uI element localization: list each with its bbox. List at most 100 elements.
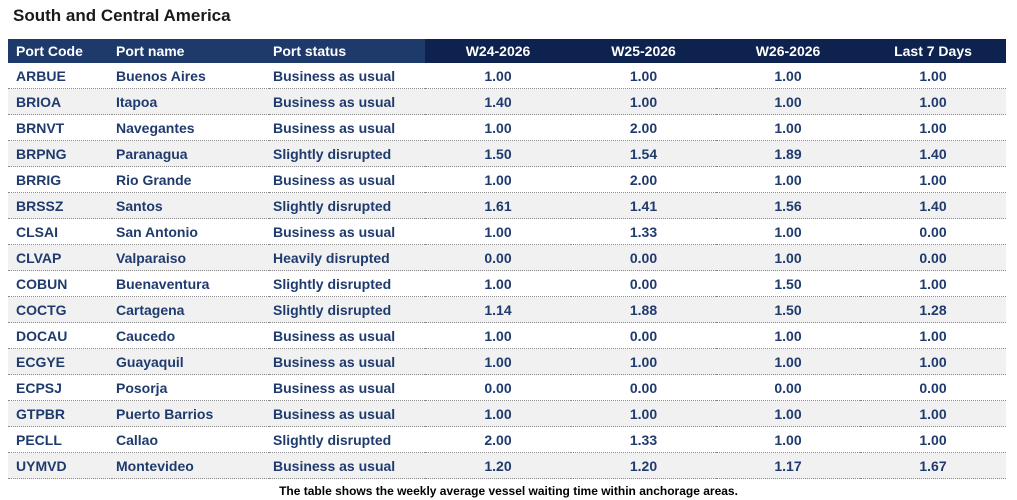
cell-port-code: PECLL: [8, 426, 112, 453]
cell-port-name: San Antonio: [112, 218, 269, 245]
table-row: GTPBR Puerto Barrios Business as usual 1.00…: [8, 400, 1006, 427]
cell-w24: 2.00: [425, 426, 571, 453]
cell-port-status: Slightly disrupted: [269, 426, 425, 453]
cell-port-name: Paranagua: [112, 140, 269, 167]
cell-port-status: Business as usual: [269, 218, 425, 245]
cell-last-7-days: 0.00: [860, 244, 1006, 271]
cell-last-7-days: 1.00: [860, 270, 1006, 297]
cell-w25: 0.00: [571, 244, 716, 271]
cell-port-status: Business as usual: [269, 400, 425, 427]
cell-last-7-days: 1.00: [860, 322, 1006, 349]
cell-w25: 1.33: [571, 426, 716, 453]
cell-last-7-days: 1.00: [860, 114, 1006, 141]
cell-port-status: Business as usual: [269, 166, 425, 193]
cell-w25: 1.20: [571, 452, 716, 479]
cell-last-7-days: 1.00: [860, 88, 1006, 115]
cell-w25: 1.00: [571, 63, 716, 89]
table-row: COBUN Buenaventura Slightly disrupted 1.00 0…: [8, 270, 1006, 297]
table-row: COCTG Cartagena Slightly disrupted 1.14 1.88…: [8, 296, 1006, 323]
cell-w24: 1.00: [425, 166, 571, 193]
cell-w26: 1.89: [716, 140, 860, 167]
cell-port-name: Santos: [112, 192, 269, 219]
cell-port-code: COBUN: [8, 270, 112, 297]
cell-port-name: Rio Grande: [112, 166, 269, 193]
cell-w26: 0.00: [716, 374, 860, 401]
cell-port-code: GTPBR: [8, 400, 112, 427]
table-body: ARBUE Buenos Aires Business as usual 1.00 1.…: [8, 63, 1006, 479]
cell-port-code: BRIOA: [8, 88, 112, 115]
cell-w25: 1.41: [571, 192, 716, 219]
page-title: South and Central America: [13, 6, 231, 25]
table-row: ECGYE Guayaquil Business as usual 1.00 1.00 1…: [8, 348, 1006, 375]
table-row: DOCAU Caucedo Business as usual 1.00 0.00 1.0…: [8, 322, 1006, 349]
cell-port-name: Caucedo: [112, 322, 269, 349]
cell-port-name: Itapoa: [112, 88, 269, 115]
cell-last-7-days: 0.00: [860, 374, 1006, 401]
cell-w25: 2.00: [571, 166, 716, 193]
cell-last-7-days: 1.28: [860, 296, 1006, 323]
cell-port-code: COCTG: [8, 296, 112, 323]
cell-port-code: BRRIG: [8, 166, 112, 193]
table-row: UYMVD Montevideo Business as usual 1.20 1.20…: [8, 452, 1006, 479]
cell-w26: 1.17: [716, 452, 860, 479]
cell-w25: 1.00: [571, 400, 716, 427]
cell-w24: 1.00: [425, 270, 571, 297]
cell-w26: 1.50: [716, 270, 860, 297]
cell-port-code: CLSAI: [8, 218, 112, 245]
cell-w25: 1.00: [571, 348, 716, 375]
cell-port-status: Slightly disrupted: [269, 140, 425, 167]
cell-port-code: BRNVT: [8, 114, 112, 141]
column-header-w25: W25-2026: [571, 39, 716, 63]
cell-last-7-days: 1.67: [860, 452, 1006, 479]
column-header-w24: W24-2026: [425, 39, 571, 63]
cell-w24: 1.00: [425, 63, 571, 89]
cell-w24: 1.00: [425, 114, 571, 141]
cell-last-7-days: 1.00: [860, 63, 1006, 89]
cell-w25: 0.00: [571, 322, 716, 349]
cell-w24: 1.00: [425, 218, 571, 245]
cell-w26: 1.00: [716, 114, 860, 141]
column-header-port-name: Port name: [112, 39, 269, 63]
cell-port-status: Business as usual: [269, 374, 425, 401]
cell-port-name: Callao: [112, 426, 269, 453]
cell-port-status: Business as usual: [269, 348, 425, 375]
cell-port-code: BRSSZ: [8, 192, 112, 219]
cell-port-status: Slightly disrupted: [269, 296, 425, 323]
column-header-port-status: Port status: [269, 39, 425, 63]
cell-port-code: CLVAP: [8, 244, 112, 271]
cell-w26: 1.00: [716, 63, 860, 89]
cell-port-name: Guayaquil: [112, 348, 269, 375]
cell-port-status: Heavily disrupted: [269, 244, 425, 271]
cell-w25: 2.00: [571, 114, 716, 141]
cell-port-status: Business as usual: [269, 452, 425, 479]
cell-w25: 1.33: [571, 218, 716, 245]
column-header-port-code: Port Code: [8, 39, 112, 63]
cell-w25: 1.00: [571, 88, 716, 115]
cell-port-name: Puerto Barrios: [112, 400, 269, 427]
cell-w24: 1.20: [425, 452, 571, 479]
cell-port-code: ARBUE: [8, 63, 112, 89]
table-row: PECLL Callao Slightly disrupted 2.00 1.33 1.0…: [8, 426, 1006, 453]
cell-w24: 1.40: [425, 88, 571, 115]
cell-w24: 1.00: [425, 348, 571, 375]
cell-port-name: Posorja: [112, 374, 269, 401]
port-status-table: Port Code Port name Port status W24-2026…: [8, 39, 1006, 479]
cell-w26: 1.00: [716, 166, 860, 193]
cell-port-code: DOCAU: [8, 322, 112, 349]
cell-last-7-days: 1.00: [860, 400, 1006, 427]
table-row: ECPSJ Posorja Business as usual 0.00 0.00 0.0…: [8, 374, 1006, 401]
cell-w24: 1.00: [425, 322, 571, 349]
cell-port-code: UYMVD: [8, 452, 112, 479]
cell-port-name: Montevideo: [112, 452, 269, 479]
cell-w26: 1.00: [716, 88, 860, 115]
cell-w24: 1.50: [425, 140, 571, 167]
cell-last-7-days: 1.00: [860, 348, 1006, 375]
table-row: BRIOA Itapoa Business as usual 1.40 1.00 1.00…: [8, 88, 1006, 115]
cell-w24: 1.61: [425, 192, 571, 219]
cell-w25: 0.00: [571, 374, 716, 401]
cell-port-status: Business as usual: [269, 63, 425, 89]
cell-port-name: Navegantes: [112, 114, 269, 141]
cell-w26: 1.00: [716, 400, 860, 427]
table-row: BRNVT Navegantes Business as usual 1.00 2.00…: [8, 114, 1006, 141]
cell-w25: 1.54: [571, 140, 716, 167]
